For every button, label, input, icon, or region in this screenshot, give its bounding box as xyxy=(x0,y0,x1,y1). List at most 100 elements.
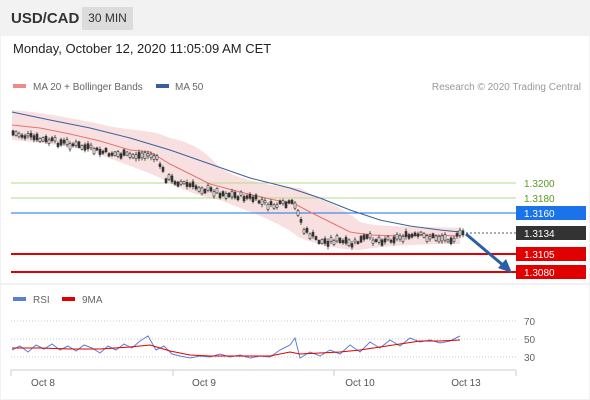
candle-body xyxy=(179,180,183,185)
candle-body xyxy=(347,239,351,246)
candle-body xyxy=(317,240,321,244)
candle-body xyxy=(65,139,69,145)
candle-body xyxy=(242,196,246,202)
candle-body xyxy=(53,137,57,142)
candle-body xyxy=(233,192,237,199)
candle-body xyxy=(446,239,450,243)
candle-body xyxy=(137,152,141,159)
candle-body xyxy=(50,137,54,142)
candle-body xyxy=(257,200,261,204)
candle-body xyxy=(269,201,273,206)
candle-body xyxy=(365,234,369,239)
x-label-oct10: Oct 10 xyxy=(345,378,375,389)
candle-body xyxy=(170,175,174,182)
level-label-13200: 1.3200 xyxy=(524,179,555,190)
candle-body xyxy=(62,139,66,144)
candle-body xyxy=(47,139,51,144)
candle-body xyxy=(26,133,30,137)
candle-body xyxy=(359,235,363,243)
candle-body xyxy=(272,204,276,209)
watermark: Research © 2020 Trading Central xyxy=(432,82,581,93)
level-label-13105: 1.3105 xyxy=(524,250,555,261)
timestamp: Monday, October 12, 2020 11:05:09 AM CET xyxy=(13,41,272,56)
candle-body xyxy=(419,231,423,236)
candle-body xyxy=(305,228,309,233)
candle-body xyxy=(17,132,21,138)
candle-body xyxy=(134,154,138,160)
candle-body xyxy=(443,234,447,241)
candle-body xyxy=(128,153,132,158)
candle-body xyxy=(161,166,165,172)
candle-body xyxy=(38,138,42,142)
candle-body xyxy=(299,218,303,223)
candle-body xyxy=(308,233,312,240)
candle-body xyxy=(224,193,228,199)
legend-swatch-9ma xyxy=(62,297,75,301)
candle-body xyxy=(380,239,384,246)
candle-body xyxy=(413,232,417,236)
candle-body xyxy=(77,141,81,148)
candle-body xyxy=(395,233,399,240)
candle-body xyxy=(389,239,393,243)
projection-arrow-head xyxy=(498,259,512,273)
candle-body xyxy=(110,152,114,156)
candle-body xyxy=(368,233,372,239)
candle-body xyxy=(83,144,87,151)
candle-body xyxy=(329,237,333,242)
candle-body xyxy=(461,230,465,236)
candle-body xyxy=(431,233,435,238)
candle-body xyxy=(218,193,222,199)
header: USD/CAD 30 MIN xyxy=(0,0,590,36)
candle-body xyxy=(221,191,225,197)
level-label-13160: 1.3160 xyxy=(524,209,555,220)
legend-swatch-ma50 xyxy=(156,84,169,88)
candle-body xyxy=(41,137,45,142)
candle-body xyxy=(290,199,294,204)
candle-body xyxy=(89,144,93,149)
candle-body xyxy=(191,181,195,187)
candle-body xyxy=(14,131,18,136)
candle-body xyxy=(122,149,126,156)
candle-body xyxy=(401,236,405,242)
candle-body xyxy=(74,141,78,146)
candle-body xyxy=(326,240,330,247)
x-label-oct8: Oct 8 xyxy=(31,378,55,389)
candle-body xyxy=(227,192,231,198)
candle-body xyxy=(281,200,285,205)
candle-body xyxy=(92,148,96,155)
candle-body xyxy=(341,240,345,244)
level-box-13160 xyxy=(516,206,586,220)
candle-body xyxy=(119,153,123,159)
rsi-9ma-line xyxy=(12,339,461,357)
candle-body xyxy=(152,155,156,160)
candle-body xyxy=(437,236,441,243)
candle-body xyxy=(260,199,264,205)
timeframe-badge[interactable]: 30 MIN xyxy=(82,7,133,30)
legend-9ma-label: 9MA xyxy=(82,295,103,306)
candle-body xyxy=(383,238,387,243)
candle-body xyxy=(167,174,171,180)
candle-body xyxy=(143,152,147,159)
candle-body xyxy=(155,155,159,160)
candle-body xyxy=(335,235,339,242)
candle-body xyxy=(107,153,111,157)
candle-body xyxy=(254,194,258,200)
candle-body xyxy=(422,232,426,238)
candle-body xyxy=(440,235,444,242)
candle-body xyxy=(293,202,297,209)
candle-body xyxy=(239,191,243,196)
candle-body xyxy=(371,239,375,244)
candle-body xyxy=(23,135,27,139)
candle-body xyxy=(410,233,414,238)
candle-body xyxy=(140,152,144,159)
candle-body xyxy=(230,190,234,198)
candle-body xyxy=(32,135,36,141)
candle-body xyxy=(284,201,288,208)
candle-body xyxy=(173,181,177,185)
candle-body xyxy=(374,239,378,242)
candle-body xyxy=(68,143,72,150)
candlestick-series xyxy=(11,129,465,250)
candle-body xyxy=(212,191,216,197)
rsi-label-50: 50 xyxy=(524,335,536,346)
